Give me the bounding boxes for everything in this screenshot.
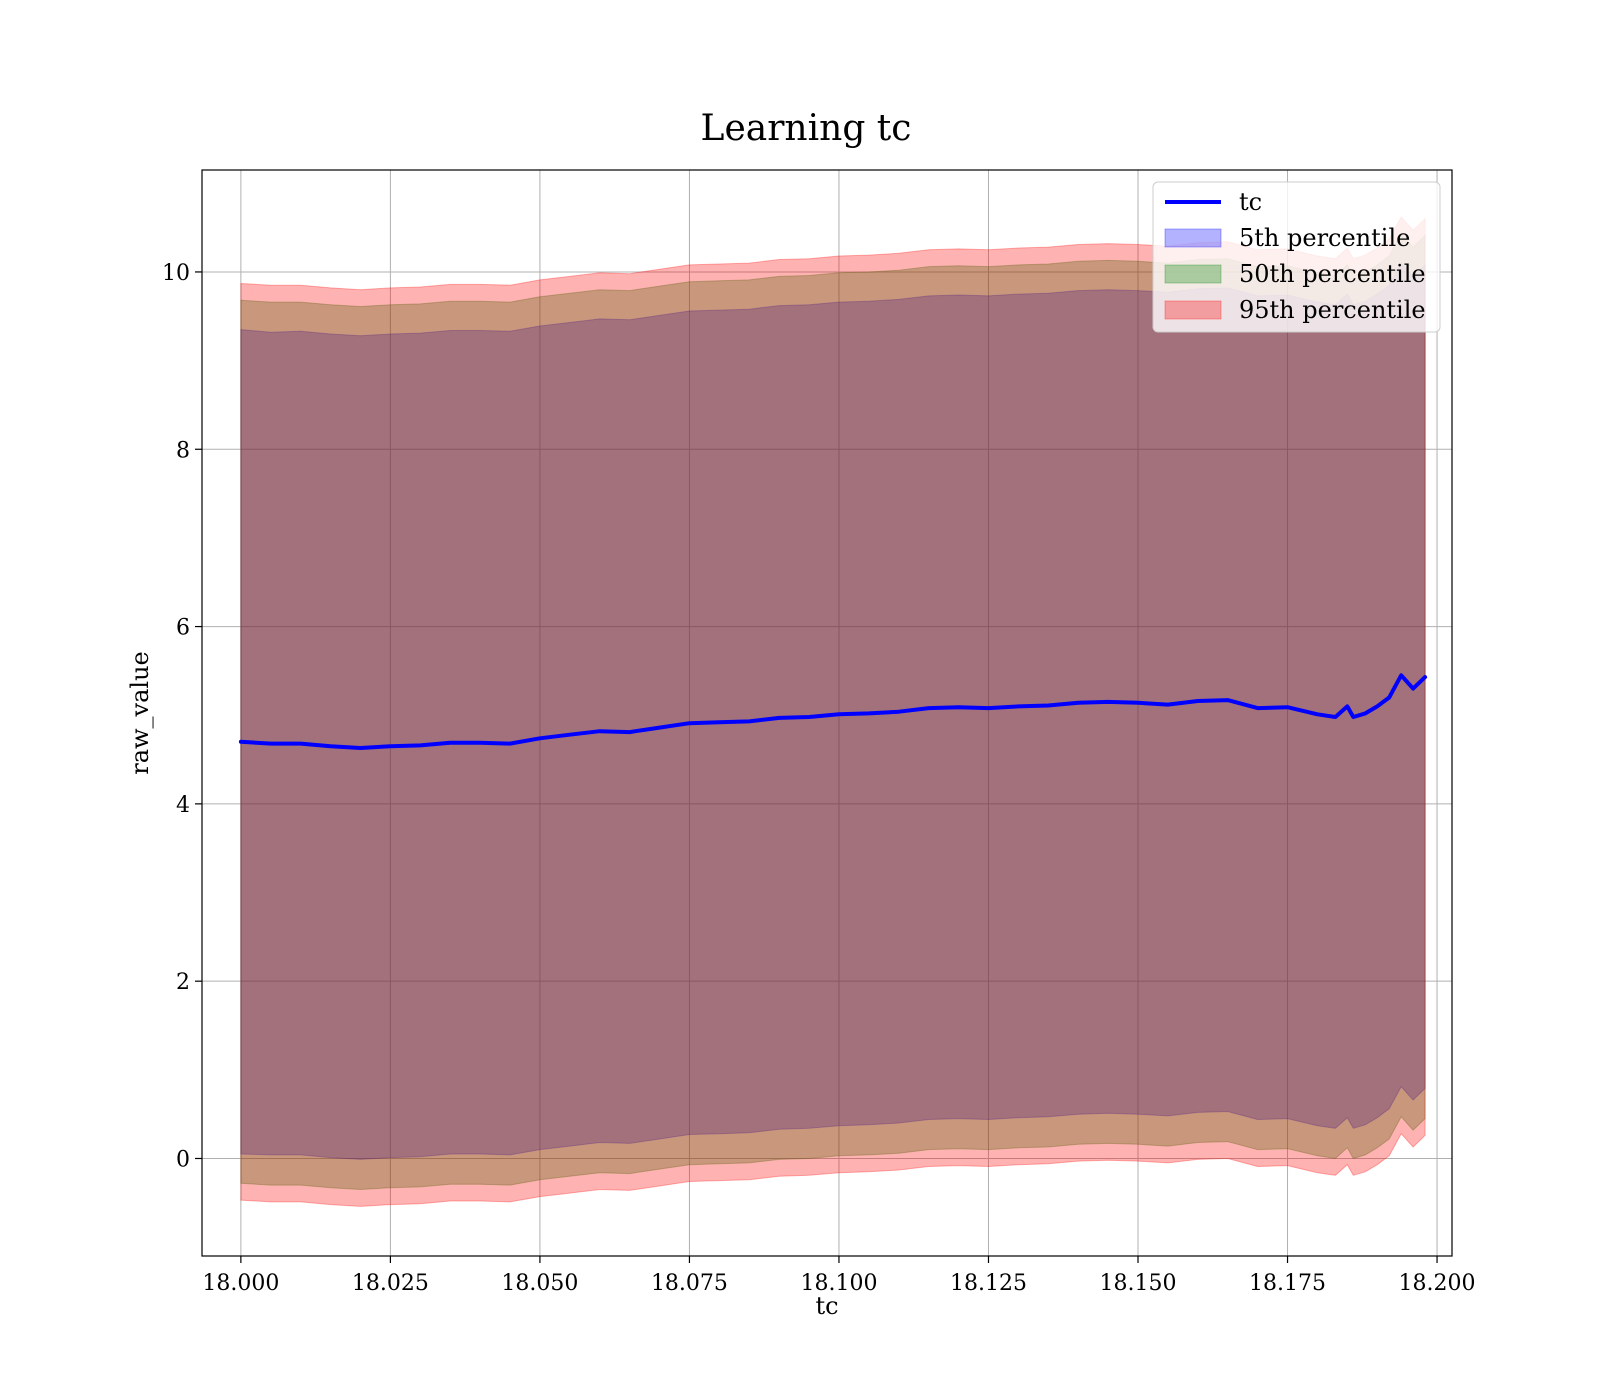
mean-line bbox=[238, 673, 1428, 750]
mean-lines bbox=[238, 673, 1428, 750]
y-tick-label: 6 bbox=[176, 616, 190, 641]
legend-label: 95th percentile bbox=[1239, 296, 1426, 324]
percentile-bands bbox=[240, 216, 1426, 1207]
x-axis-label: tc bbox=[815, 1292, 838, 1320]
legend: tc 5th percentile 50th percentile 95th perc… bbox=[1152, 181, 1441, 333]
y-tick-label: 4 bbox=[176, 793, 190, 818]
plot-area-frame bbox=[201, 169, 1453, 1257]
percentile-band-1 bbox=[240, 262, 1426, 1160]
chart-title: Learning tc bbox=[701, 108, 912, 149]
y-tick-label: 8 bbox=[176, 438, 190, 463]
legend-box bbox=[1152, 181, 1441, 333]
y-tick-label: 2 bbox=[176, 970, 190, 995]
legend-label: 5th percentile bbox=[1239, 224, 1410, 252]
x-tick-label: 18.000 bbox=[202, 1271, 279, 1296]
x-tick-label: 18.050 bbox=[501, 1271, 578, 1296]
y-axis-label: raw_value bbox=[126, 651, 154, 775]
axis-ticks: 18.000 18.025 18.050 18.075 18.100 18.125 18.1… bbox=[162, 261, 1476, 1296]
y-tick-label: 10 bbox=[162, 261, 190, 286]
legend-patch-swatch bbox=[1164, 300, 1222, 320]
legend-label: 50th percentile bbox=[1239, 260, 1426, 288]
x-tick-label: 18.150 bbox=[1100, 1271, 1177, 1296]
x-tick-label: 18.200 bbox=[1399, 1271, 1476, 1296]
legend-label: tc bbox=[1239, 188, 1262, 216]
y-tick-label: 0 bbox=[176, 1147, 190, 1172]
legend-patch-swatch bbox=[1164, 228, 1222, 248]
x-tick-label: 18.175 bbox=[1249, 1271, 1326, 1296]
percentile-band-2 bbox=[240, 232, 1426, 1191]
x-tick-label: 18.100 bbox=[800, 1271, 877, 1296]
x-tick-label: 18.025 bbox=[352, 1271, 429, 1296]
x-tick-label: 18.125 bbox=[950, 1271, 1027, 1296]
legend-patch-swatch bbox=[1164, 264, 1222, 284]
percentile-band-3 bbox=[240, 216, 1426, 1207]
grid-lines bbox=[202, 170, 1452, 1256]
x-tick-label: 18.075 bbox=[651, 1271, 728, 1296]
